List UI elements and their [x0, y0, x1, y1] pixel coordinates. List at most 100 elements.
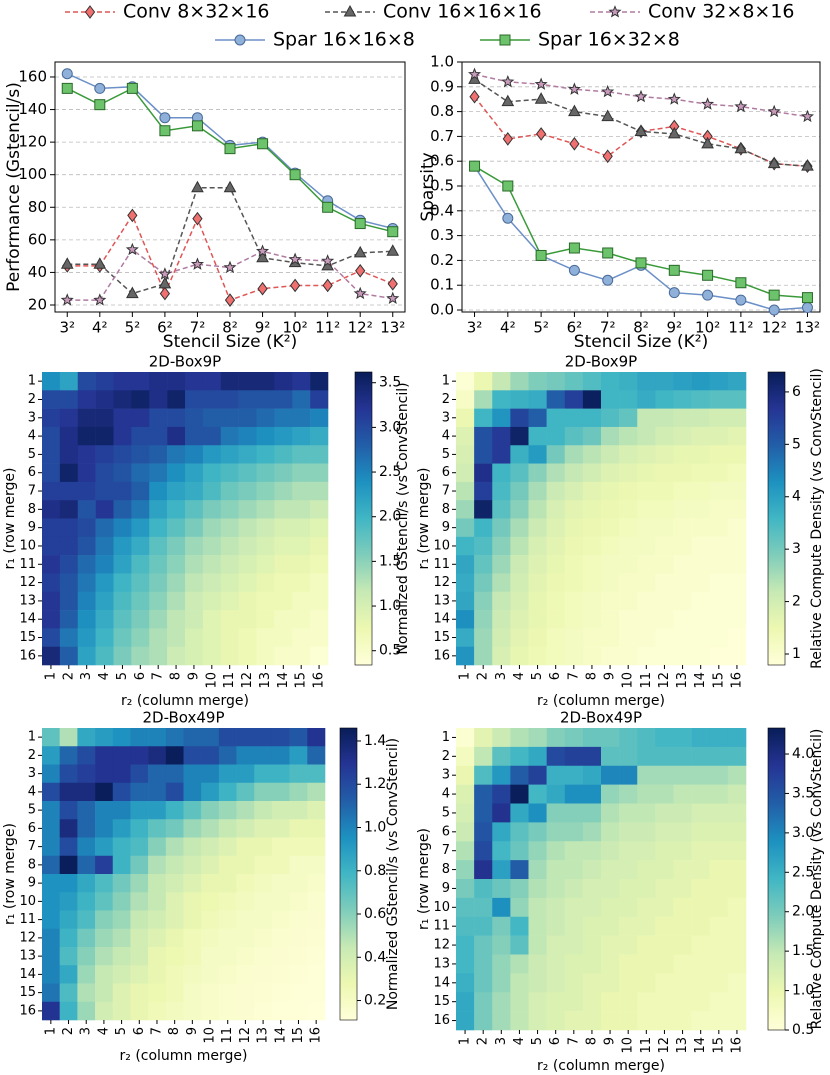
- heatmap-cell: [528, 646, 547, 666]
- marker: [568, 242, 580, 254]
- heatmap-cell: [564, 822, 584, 842]
- heatmap-cell: [271, 910, 290, 930]
- x-tick-label: 16: [312, 672, 327, 689]
- heatmap-cell: [691, 500, 711, 519]
- heatmap-cell: [619, 746, 638, 767]
- heatmap-cell: [456, 860, 475, 880]
- heatmap-cell: [77, 892, 96, 911]
- heatmap-cell: [256, 426, 275, 446]
- heatmap-cell: [292, 426, 311, 446]
- heatmap-cell: [510, 591, 529, 611]
- y-tick-label: 0.8: [430, 102, 454, 120]
- x-tick-label: 4²: [92, 319, 108, 337]
- x-tick-label: 4: [96, 1027, 111, 1035]
- marker: [234, 34, 246, 46]
- heatmap-cell: [307, 855, 326, 875]
- y-tick-label: 11: [19, 912, 36, 927]
- heatmap-cell: [130, 947, 149, 966]
- heatmap-cell: [77, 764, 96, 784]
- heatmap-cell: [601, 518, 620, 538]
- heatmap-cell: [655, 390, 674, 409]
- x-tick-label: 7²: [190, 319, 206, 337]
- heatmap-cell: [546, 463, 566, 483]
- heatmap-cell: [274, 610, 293, 629]
- x-tick-label: 8: [584, 1037, 599, 1045]
- heatmap-cell: [310, 481, 329, 501]
- heatmap-cell: [131, 445, 150, 464]
- heatmap-cell: [42, 536, 61, 556]
- heatmap-cell: [528, 746, 547, 767]
- marker: [84, 5, 96, 19]
- y-tick-label: 10: [19, 894, 36, 909]
- heatmap-cell: [307, 965, 326, 984]
- heatmap-cell: [691, 463, 711, 483]
- heatmap-cell: [673, 822, 692, 842]
- y-tick-label: 8: [442, 862, 450, 877]
- heatmap-cell: [42, 628, 61, 647]
- heatmap-cell: [528, 765, 547, 785]
- heatmap-cell: [637, 954, 656, 974]
- heatmap-cell: [95, 610, 114, 629]
- heatmap-cell: [709, 897, 729, 918]
- x-tick-label: 8²: [222, 319, 238, 337]
- x-tick-label: 6: [132, 1027, 147, 1035]
- heatmap-cell: [95, 782, 114, 802]
- y-tick-label: 0.0: [430, 301, 454, 319]
- y-tick-label: 0.1: [430, 276, 454, 294]
- heatmap-cell: [256, 610, 275, 629]
- heatmap-cell: [77, 555, 96, 574]
- heatmap-cell: [564, 445, 584, 464]
- heatmap-cell: [456, 573, 475, 593]
- marker: [343, 4, 357, 17]
- heatmap-cell: [510, 992, 529, 1012]
- heatmap-cell: [238, 628, 257, 647]
- heatmap-cell: [77, 463, 96, 483]
- heatmap-cell: [218, 746, 237, 765]
- heatmap-cell: [582, 555, 602, 574]
- heatmap-cell: [637, 518, 656, 538]
- heatmap-cell: [218, 874, 237, 893]
- marker: [502, 212, 514, 224]
- heatmap-cell: [456, 390, 475, 409]
- heatmap-cell: [149, 555, 168, 574]
- heatmap-cell: [167, 573, 186, 593]
- marker: [192, 211, 203, 226]
- heatmap-cell: [673, 500, 692, 519]
- heatmap-cell: [289, 801, 308, 820]
- heatmap-cell: [218, 983, 237, 1003]
- heatmap-cell: [220, 408, 239, 428]
- heatmap-cell: [564, 841, 584, 861]
- heatmap-cell: [42, 555, 61, 574]
- marker: [468, 67, 482, 80]
- heatmap-cell: [582, 518, 602, 538]
- heatmap-cell: [42, 426, 61, 446]
- heatmap-cell: [274, 573, 293, 593]
- colorbar-tick-label: 0.8: [364, 863, 386, 879]
- heatmap-cell: [673, 555, 692, 574]
- heatmap-cell: [546, 646, 566, 666]
- y-tick-label: 0.7: [430, 127, 454, 145]
- heatmap-cell: [165, 983, 184, 1003]
- y-tick-label: 0.4: [430, 201, 454, 219]
- x-tick-label: 13: [256, 1027, 271, 1044]
- heatmap-cell: [236, 874, 255, 893]
- heatmap-cell: [456, 555, 475, 574]
- heatmap-cell: [582, 372, 602, 391]
- heatmap-cell: [201, 855, 220, 875]
- heatmap-cell: [474, 463, 493, 483]
- heatmap-cell: [292, 463, 311, 483]
- marker: [567, 82, 581, 95]
- heatmap-cell: [456, 518, 475, 538]
- x-tick-label: 3: [79, 672, 94, 680]
- marker: [767, 156, 781, 169]
- x-tick-label: 14: [276, 672, 291, 689]
- heatmap-cell: [202, 591, 222, 611]
- colorbar: [767, 727, 786, 1031]
- heatmap-cell: [218, 1001, 237, 1021]
- heatmap-cell: [582, 463, 602, 483]
- y-tick-label: 14: [19, 967, 36, 982]
- marker: [224, 143, 236, 155]
- marker: [502, 132, 513, 146]
- heatmap-cell: [492, 935, 511, 955]
- heatmap-cell: [691, 897, 711, 918]
